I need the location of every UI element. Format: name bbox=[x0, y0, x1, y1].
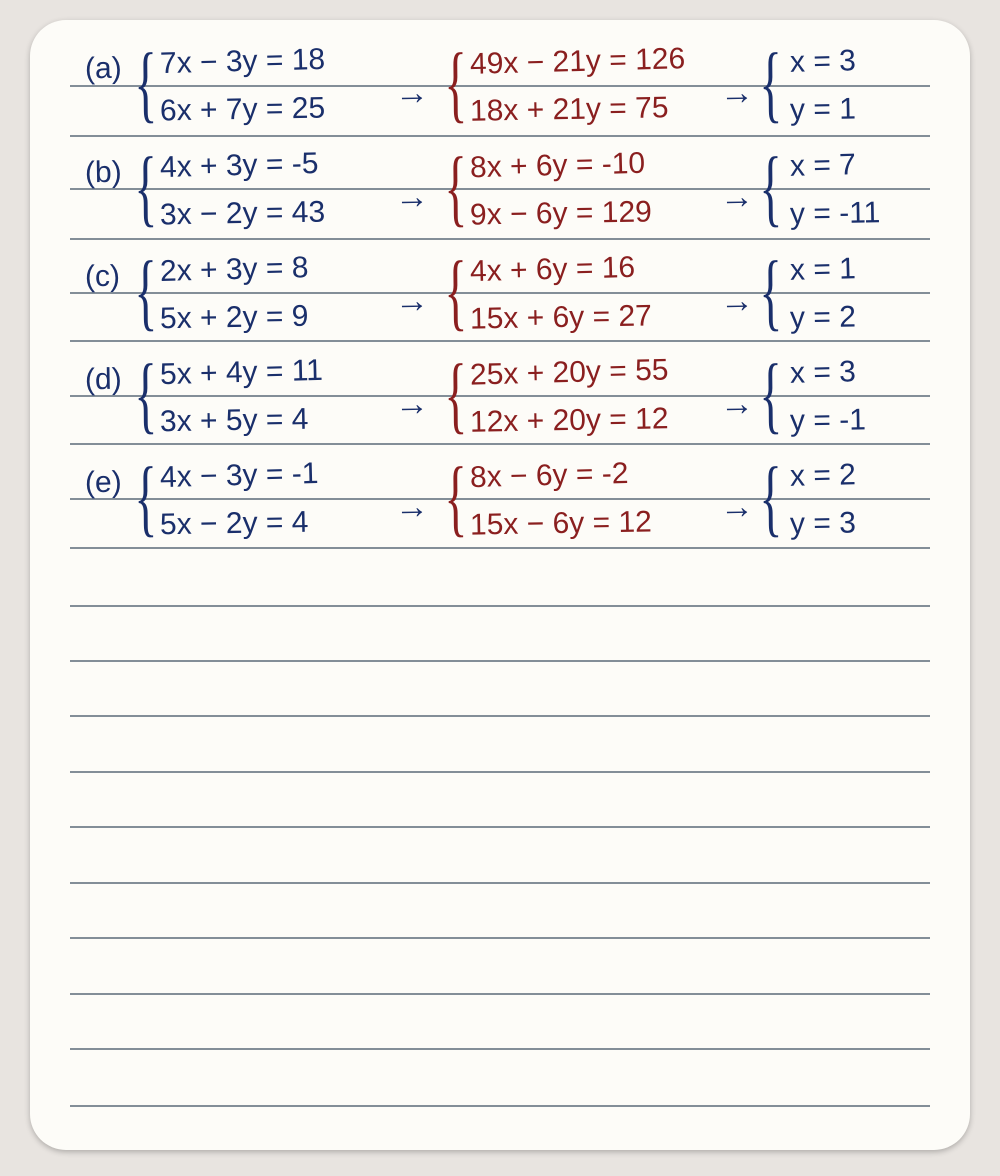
equation-2-top: 4x + 6y = 16 bbox=[470, 252, 636, 288]
equation-1-top: 7x − 3y = 18 bbox=[160, 44, 326, 80]
brace-icon: { bbox=[759, 144, 783, 231]
brace-icon: { bbox=[134, 40, 158, 127]
problem-label: (c) bbox=[85, 260, 121, 295]
equation-2-top: 25x + 20y = 55 bbox=[470, 354, 669, 391]
ruled-line bbox=[70, 660, 930, 662]
solution-y: y = -11 bbox=[790, 197, 881, 230]
ruled-line bbox=[70, 937, 930, 939]
arrow-icon: → bbox=[720, 385, 755, 425]
problem-row: (d){5x + 4y = 113x + 5y = 4→{25x + 20y =… bbox=[30, 355, 970, 455]
solution-x: x = 3 bbox=[790, 356, 857, 389]
brace-icon: { bbox=[134, 248, 158, 335]
ruled-line bbox=[70, 715, 930, 717]
problem-label: (a) bbox=[85, 52, 122, 87]
equation-1-bot: 5x + 2y = 9 bbox=[160, 301, 309, 335]
equation-2-top: 8x + 6y = -10 bbox=[470, 148, 646, 184]
brace-icon: { bbox=[759, 248, 783, 335]
ruled-line bbox=[70, 771, 930, 773]
arrow-icon: → bbox=[395, 488, 430, 528]
brace-icon: { bbox=[444, 144, 468, 231]
solution-y: y = 2 bbox=[790, 301, 856, 334]
brace-icon: { bbox=[134, 454, 158, 541]
equation-2-bot: 18x + 21y = 75 bbox=[470, 92, 669, 127]
arrow-icon: → bbox=[395, 385, 430, 425]
arrow-icon: → bbox=[395, 178, 430, 218]
solution-x: x = 2 bbox=[790, 459, 857, 492]
problem-row: (c){2x + 3y = 85x + 2y = 9→{4x + 6y = 16… bbox=[30, 252, 970, 352]
brace-icon: { bbox=[759, 454, 783, 541]
problem-row: (b){4x + 3y = -53x − 2y = 43→{8x + 6y = … bbox=[30, 148, 970, 248]
arrow-icon: → bbox=[395, 282, 430, 322]
brace-icon: { bbox=[444, 40, 468, 127]
arrow-icon: → bbox=[720, 488, 755, 528]
ruled-line bbox=[70, 1048, 930, 1050]
brace-icon: { bbox=[759, 40, 783, 127]
equation-1-bot: 3x − 2y = 43 bbox=[160, 197, 326, 231]
equation-1-top: 2x + 3y = 8 bbox=[160, 252, 309, 287]
equation-2-top: 49x − 21y = 126 bbox=[470, 43, 686, 80]
arrow-icon: → bbox=[395, 74, 430, 114]
solution-y: y = -1 bbox=[790, 404, 866, 437]
equation-1-bot: 5x − 2y = 4 bbox=[160, 507, 309, 541]
equation-2-bot: 15x − 6y = 12 bbox=[470, 506, 652, 541]
ruled-line bbox=[70, 993, 930, 995]
arrow-icon: → bbox=[720, 74, 755, 114]
equation-2-bot: 15x + 6y = 27 bbox=[470, 300, 652, 335]
brace-icon: { bbox=[444, 248, 468, 335]
arrow-icon: → bbox=[720, 178, 755, 218]
equation-1-bot: 3x + 5y = 4 bbox=[160, 404, 309, 438]
notebook-sheet: (a){7x − 3y = 186x + 7y = 25→{49x − 21y … bbox=[30, 20, 970, 1150]
brace-icon: { bbox=[444, 454, 468, 541]
equation-1-top: 4x + 3y = -5 bbox=[160, 148, 319, 184]
equation-2-bot: 12x + 20y = 12 bbox=[470, 403, 669, 438]
problem-label: (b) bbox=[85, 156, 122, 191]
arrow-icon: → bbox=[720, 282, 755, 322]
problem-row: (e){4x − 3y = -15x − 2y = 4→{8x − 6y = -… bbox=[30, 458, 970, 558]
solution-x: x = 1 bbox=[790, 253, 857, 286]
brace-icon: { bbox=[444, 351, 468, 438]
problem-row: (a){7x − 3y = 186x + 7y = 25→{49x − 21y … bbox=[30, 44, 970, 144]
ruled-line bbox=[70, 882, 930, 884]
brace-icon: { bbox=[134, 351, 158, 438]
solution-x: x = 3 bbox=[790, 45, 857, 78]
ruled-line bbox=[70, 826, 930, 828]
equation-1-top: 4x − 3y = -1 bbox=[160, 458, 319, 494]
equation-2-bot: 9x − 6y = 129 bbox=[470, 196, 652, 231]
equation-1-top: 5x + 4y = 11 bbox=[160, 355, 324, 391]
equation-1-bot: 6x + 7y = 25 bbox=[160, 93, 326, 127]
problem-label: (d) bbox=[85, 363, 122, 398]
problem-label: (e) bbox=[85, 466, 122, 501]
solution-y: y = 1 bbox=[790, 93, 856, 126]
brace-icon: { bbox=[759, 351, 783, 438]
brace-icon: { bbox=[134, 144, 158, 231]
ruled-line bbox=[70, 605, 930, 607]
equation-2-top: 8x − 6y = -2 bbox=[470, 458, 629, 494]
ruled-line bbox=[70, 1105, 930, 1107]
solution-x: x = 7 bbox=[790, 149, 857, 182]
solution-y: y = 3 bbox=[790, 507, 856, 540]
